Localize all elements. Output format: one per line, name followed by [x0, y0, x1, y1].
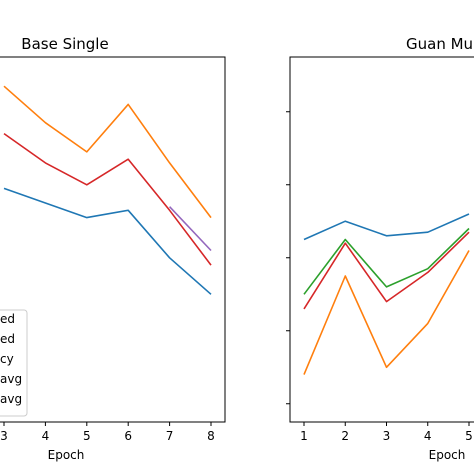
series-line [303, 227, 470, 295]
legend: ed ed cy avg avg [0, 309, 28, 417]
legend-entry: cy [0, 352, 14, 366]
x-tick-label: 4 [424, 429, 432, 443]
x-tick-label: 4 [42, 429, 50, 443]
x-tick-label: 6 [124, 429, 132, 443]
x-tick-label: 3 [383, 429, 391, 443]
series-lines [303, 213, 470, 375]
x-axis: 1 2 3 4 5 [300, 422, 473, 443]
series-line [303, 250, 470, 375]
x-tick-label: 7 [166, 429, 174, 443]
chart-panel-base-single: Base Single 3 4 5 6 7 8 Epoch ed ed cy avg avg [0, 35, 226, 462]
series-line [303, 213, 470, 241]
plot-frame [289, 56, 474, 423]
chart-panel-guan-mu: Guan Mu 1 2 3 4 5 Epoch [286, 35, 474, 462]
series-line [3, 187, 212, 295]
legend-entry: ed [0, 332, 15, 346]
series-line [303, 231, 470, 310]
series-line [3, 132, 212, 266]
x-tick-label: 5 [83, 429, 91, 443]
x-tick-label: 8 [207, 429, 215, 443]
x-tick-label: 1 [300, 429, 308, 443]
series-line [3, 85, 212, 219]
legend-entry: avg [0, 372, 22, 386]
x-axis-label: Epoch [429, 448, 466, 462]
chart-title: Guan Mu [406, 35, 473, 53]
x-axis-label: Epoch [48, 448, 85, 462]
series-line [169, 206, 212, 252]
x-axis: 3 4 5 6 7 8 [0, 422, 215, 443]
legend-entry: ed [0, 312, 15, 326]
plot-frame [0, 56, 226, 423]
y-axis [286, 111, 290, 405]
legend-entry: avg [0, 392, 22, 406]
x-tick-label: 5 [465, 429, 473, 443]
chart-title: Base Single [21, 35, 108, 53]
series-lines [3, 85, 212, 295]
legend-box [0, 309, 28, 417]
x-tick-label: 2 [341, 429, 349, 443]
x-tick-label: 3 [0, 429, 8, 443]
